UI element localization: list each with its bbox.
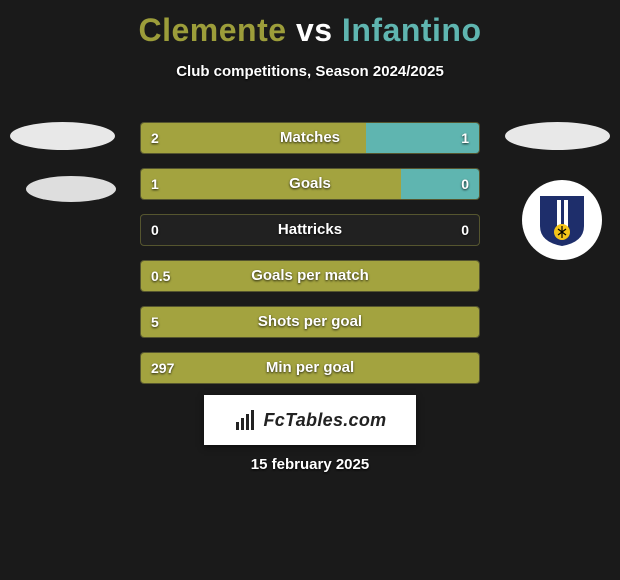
brand-badge: FcTables.com: [204, 395, 416, 445]
player2-name: Infantino: [342, 12, 482, 48]
stat-row: 21Matches: [140, 122, 480, 154]
stat-label: Matches: [141, 123, 479, 153]
player2-club-badge-icon: [522, 180, 602, 260]
stat-row: 10Goals: [140, 168, 480, 200]
bar-chart-icon: [234, 408, 258, 432]
vs-text: vs: [296, 12, 333, 48]
player1-club-flag-icon: [26, 176, 116, 202]
player1-flag-icon: [10, 122, 115, 150]
stats-bar-chart: 21Matches 10Goals 00Hattricks 0.5Goals per …: [140, 122, 480, 398]
stat-row: 0.5Goals per match: [140, 260, 480, 292]
stat-label: Hattricks: [141, 215, 479, 245]
player2-flag-icon: [505, 122, 610, 150]
stat-label: Goals per match: [141, 261, 479, 291]
stat-label: Shots per goal: [141, 307, 479, 337]
stat-row: 297Min per goal: [140, 352, 480, 384]
date-text: 15 february 2025: [0, 456, 620, 473]
stat-label: Min per goal: [141, 353, 479, 383]
stat-label: Goals: [141, 169, 479, 199]
comparison-title: Clemente vs Infantino: [0, 0, 620, 49]
player1-name: Clemente: [139, 12, 287, 48]
stat-row: 00Hattricks: [140, 214, 480, 246]
subtitle: Club competitions, Season 2024/2025: [0, 63, 620, 80]
brand-text: FcTables.com: [264, 410, 387, 431]
stat-row: 5Shots per goal: [140, 306, 480, 338]
